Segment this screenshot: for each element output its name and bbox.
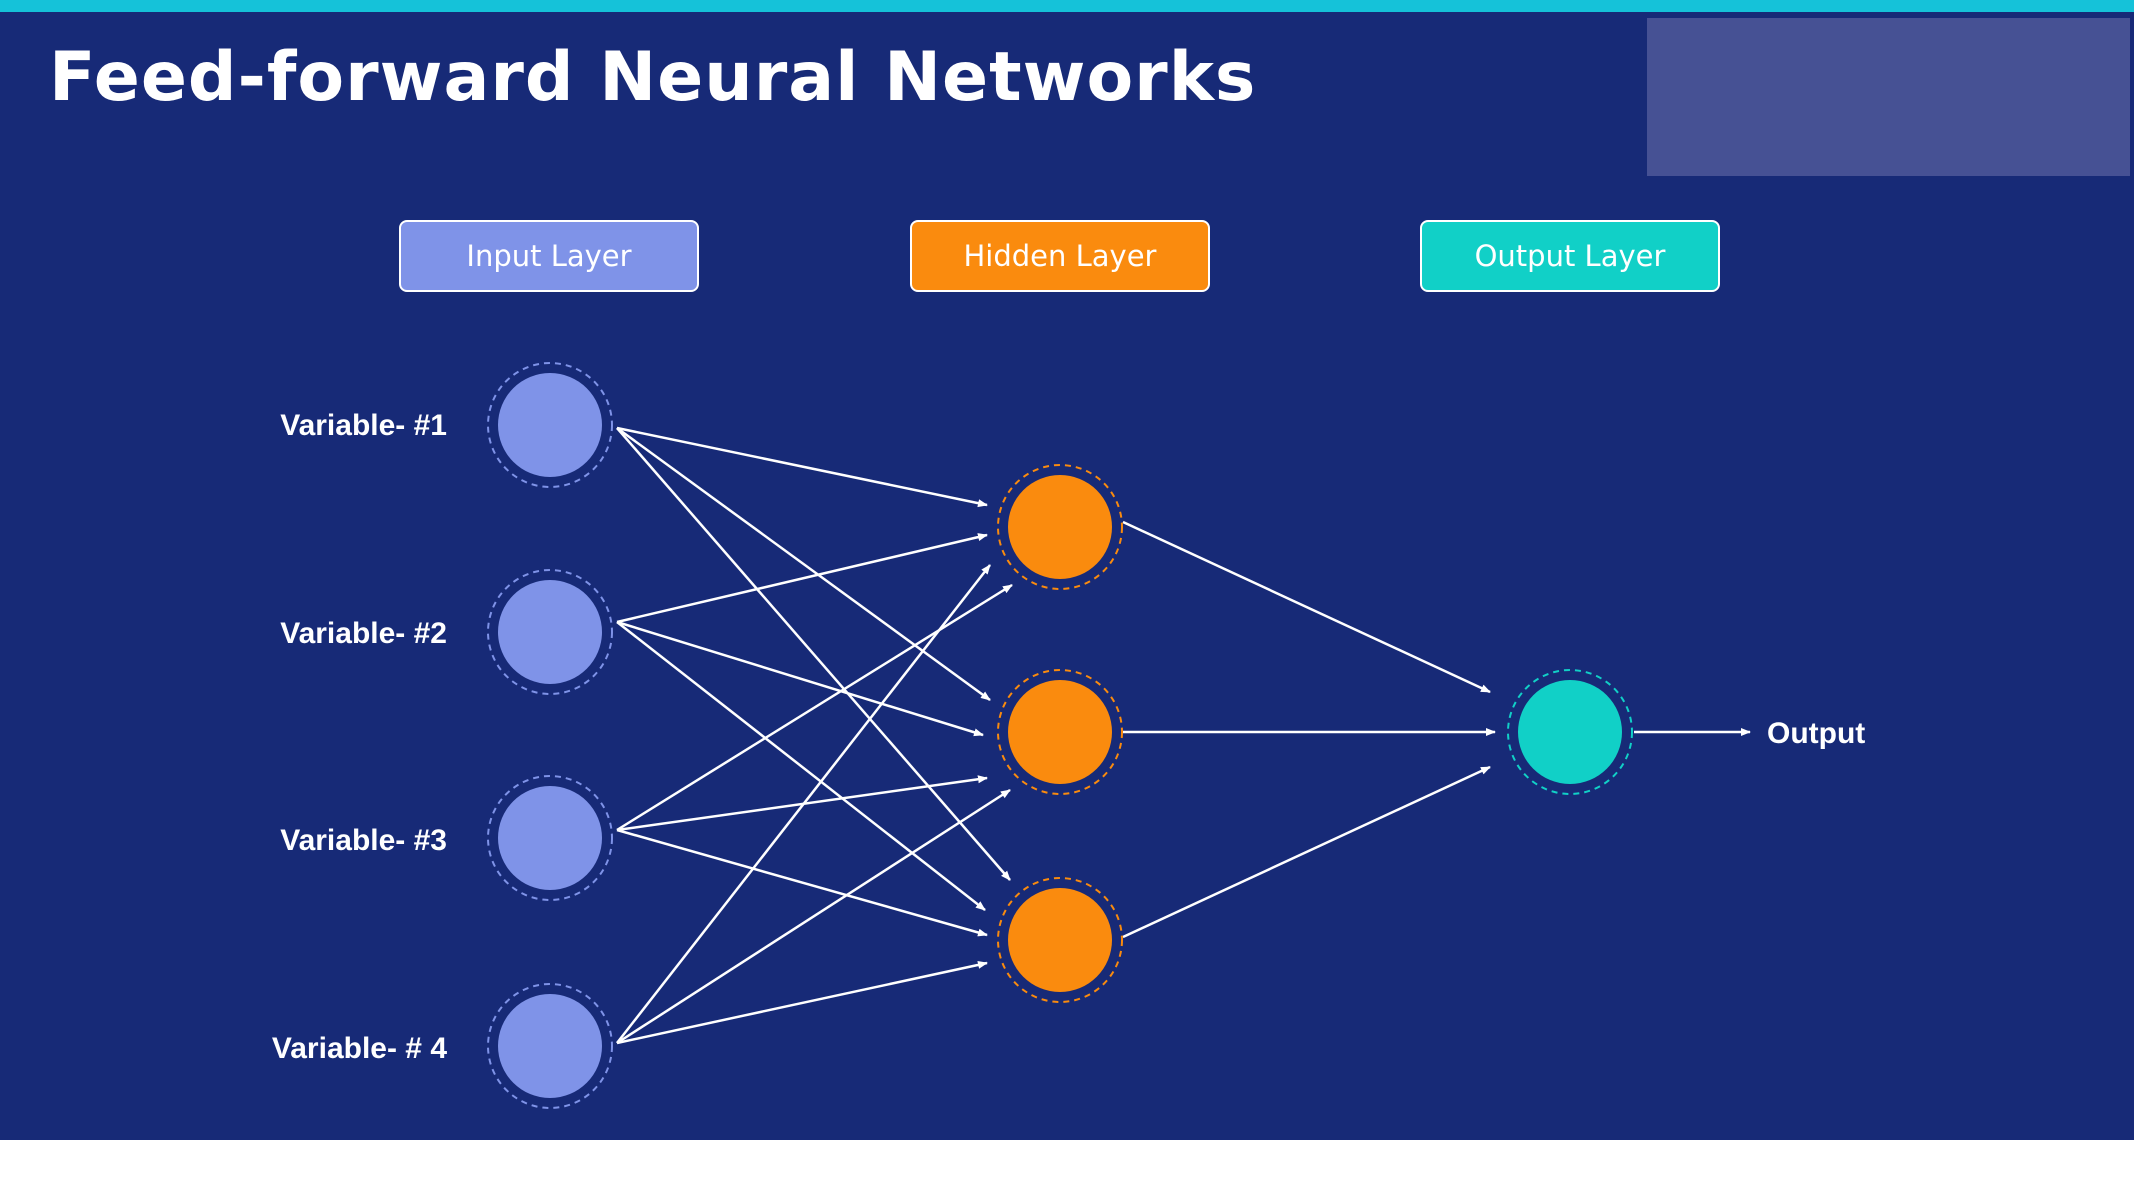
connection-in1-h3	[616, 427, 1011, 881]
variable-label-4: Variable- # 4	[272, 1032, 447, 1065]
variable-label-3: Variable- #3	[280, 824, 447, 857]
hidden-node-3	[997, 877, 1123, 1003]
input-node-3	[487, 775, 613, 901]
slide: Feed-forward Neural Networks Input Layer…	[0, 0, 2134, 1140]
connection-in2-h2	[616, 620, 984, 737]
corner-decoration	[1647, 18, 2130, 176]
input-layer-label: Input Layer	[399, 220, 699, 292]
variable-label-1: Variable- #1	[280, 409, 447, 442]
connection-in4-h2	[616, 788, 1011, 1045]
variable-label-2: Variable- #2	[280, 617, 447, 650]
hidden-node-1	[997, 464, 1123, 590]
input-nodes	[487, 362, 613, 1109]
connection-in1-h1	[616, 426, 988, 508]
variable-labels: Variable- #1 Variable- #2 Variable- #3 V…	[272, 409, 447, 1065]
connection-in2-h1	[616, 533, 988, 624]
connection-in4-h1	[616, 564, 991, 1044]
input-node-4	[487, 983, 613, 1109]
connection-in2-h3	[616, 621, 986, 911]
connection-in3-h1	[616, 583, 1013, 832]
input-node-1	[487, 362, 613, 488]
connection-in3-h3	[616, 828, 988, 937]
connections	[616, 426, 1751, 1045]
hidden-layer-label: Hidden Layer	[910, 220, 1210, 292]
hidden-node-2	[997, 669, 1123, 795]
input-node-2	[487, 569, 613, 695]
slide-title: Feed-forward Neural Networks	[49, 38, 1257, 117]
connection-h3-out	[1122, 765, 1491, 939]
output-layer-label: Output Layer	[1420, 220, 1720, 292]
connection-in1-h2	[616, 426, 991, 702]
output-node	[1507, 669, 1633, 795]
network-diagram: Variable- #1 Variable- #2 Variable- #3 V…	[272, 362, 1865, 1109]
top-accent-bar	[0, 0, 2134, 12]
connection-h1-out	[1122, 520, 1491, 694]
hidden-nodes	[997, 464, 1123, 1003]
output-label: Output	[1767, 717, 1865, 750]
connection-in4-h3	[616, 960, 988, 1045]
